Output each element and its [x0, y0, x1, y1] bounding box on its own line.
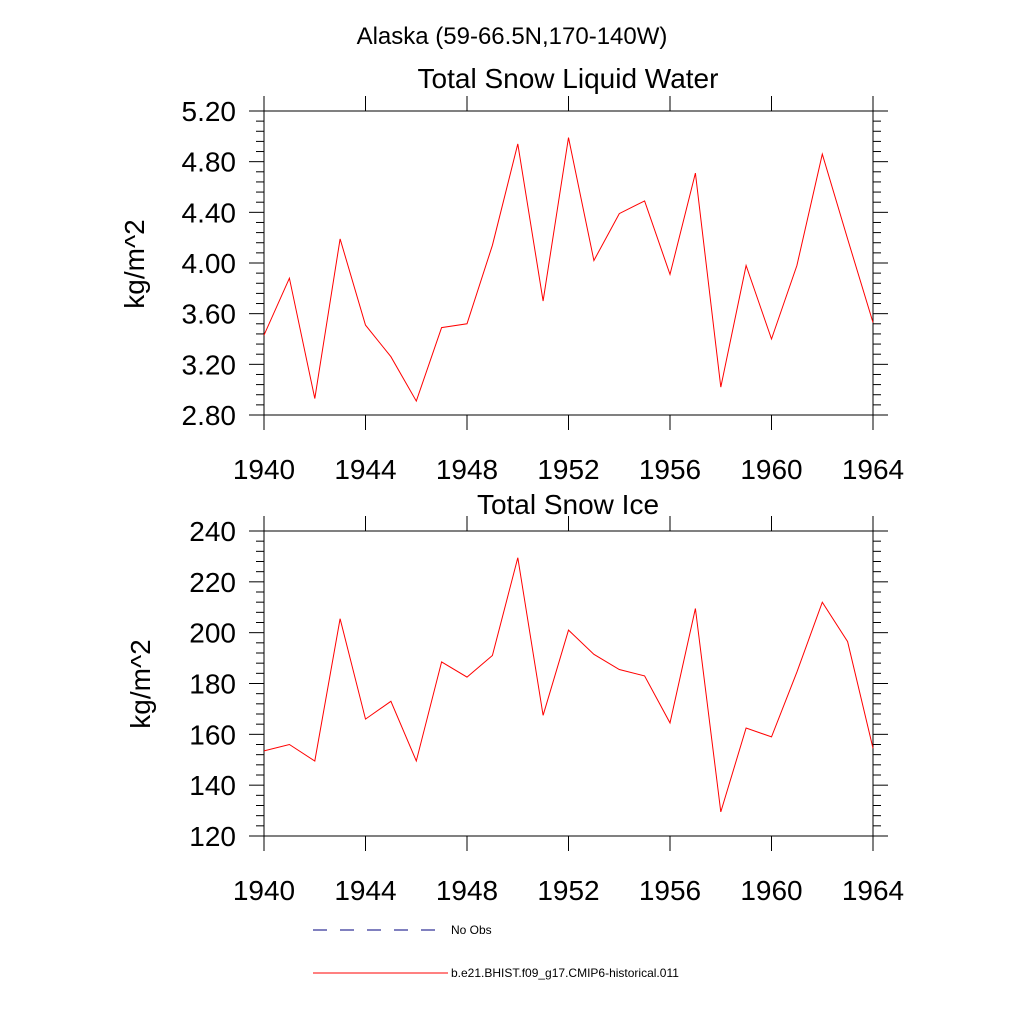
y-tick-label: 3.60: [182, 299, 237, 330]
y-tick-label: 120: [189, 821, 236, 852]
plot-frame: [263, 110, 874, 416]
y-tick-label: 4.40: [182, 197, 237, 228]
y-tick-label: 180: [189, 669, 236, 700]
y-tick-label: 240: [189, 516, 236, 547]
y-axis-label: kg/m^2: [125, 639, 156, 728]
y-tick-label: 2.80: [182, 400, 237, 431]
x-tick-label: 1956: [639, 875, 701, 906]
x-tick-label: 1964: [842, 454, 904, 485]
y-tick-label: 4.80: [182, 147, 237, 178]
y-tick-label: 140: [189, 770, 236, 801]
x-tick-label: 1940: [233, 875, 295, 906]
x-tick-label: 1956: [639, 454, 701, 485]
legend: No Obs b.e21.BHIST.f09_g17.CMIP6-histori…: [313, 923, 679, 980]
panel-title: Total Snow Liquid Water: [418, 63, 719, 94]
y-tick-label: 4.00: [182, 248, 237, 279]
x-tick-label: 1940: [233, 454, 295, 485]
y-tick-label: 5.20: [182, 96, 237, 127]
x-tick-label: 1952: [537, 454, 599, 485]
x-tick-label: 1964: [842, 875, 904, 906]
panel-snow-liquid-water: Total Snow Liquid Water kg/m^2 1940 1944 1…: [119, 63, 904, 485]
x-tick-label: 1948: [436, 454, 498, 485]
series-line: [263, 557, 874, 813]
plot-frame: [263, 530, 874, 837]
y-tick-label: 200: [189, 618, 236, 649]
panel-title: Total Snow Ice: [477, 489, 659, 520]
series-line: [263, 137, 874, 403]
x-tick-label: 1944: [334, 875, 396, 906]
legend-label-model-run: b.e21.BHIST.f09_g17.CMIP6-historical.011: [451, 966, 679, 980]
x-tick-label: 1952: [537, 875, 599, 906]
panel-snow-ice: Total Snow Ice kg/m^2 1940 1944 1948 1952 19…: [125, 489, 904, 906]
y-tick-label: 3.20: [182, 349, 237, 380]
y-axis-label: kg/m^2: [119, 219, 150, 308]
figure-title: Alaska (59-66.5N,170-140W): [357, 23, 668, 50]
legend-label-no-obs: No Obs: [451, 923, 492, 937]
y-tick-label: 160: [189, 719, 236, 750]
x-tick-label: 1944: [334, 454, 396, 485]
x-tick-label: 1960: [740, 875, 802, 906]
y-tick-label: 220: [189, 567, 236, 598]
x-tick-label: 1948: [436, 875, 498, 906]
x-tick-label: 1960: [740, 454, 802, 485]
